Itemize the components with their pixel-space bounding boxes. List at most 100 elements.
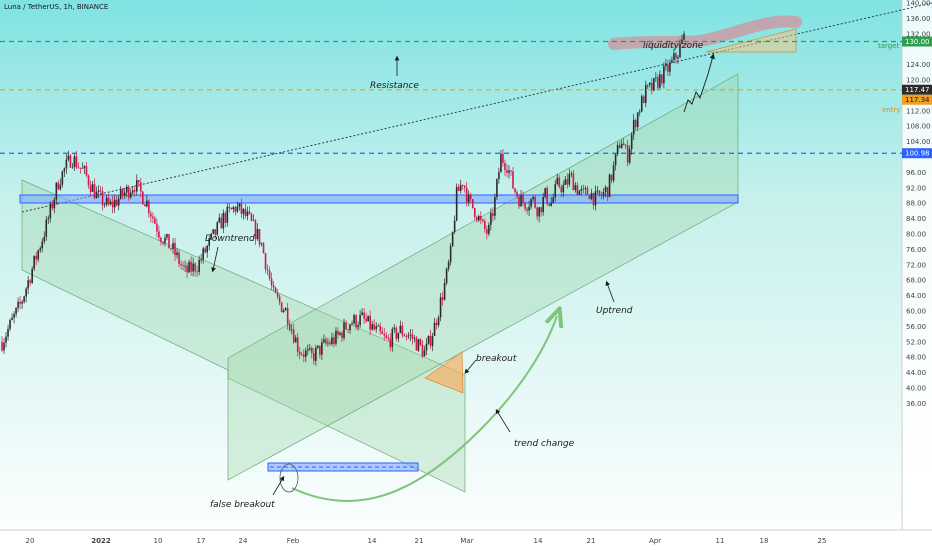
candle-body <box>33 255 35 269</box>
candle-body <box>540 207 542 213</box>
candle-body <box>45 219 48 237</box>
time-tick-label: 25 <box>818 537 827 545</box>
candles-layer <box>1 31 685 366</box>
candle-body <box>480 215 482 220</box>
candle-body <box>393 327 396 329</box>
candle-body <box>409 334 412 336</box>
annotation-false-breakout: false breakout <box>210 500 275 510</box>
candle-body <box>133 190 136 192</box>
candle-body <box>570 173 573 175</box>
candle-body <box>142 191 144 205</box>
price-tick-label: 36.00 <box>906 400 926 408</box>
candle-body <box>475 216 478 221</box>
candle-body <box>506 170 508 173</box>
candle-body <box>369 315 371 330</box>
candle-body <box>355 315 357 328</box>
annotation-uptrend: Uptrend <box>596 306 633 316</box>
false-breakout-arrow <box>272 475 285 496</box>
candle-body <box>477 215 480 221</box>
candle-body <box>188 261 190 273</box>
price-tick-label: 132.00 <box>906 30 931 38</box>
candle-body <box>389 338 392 348</box>
candle-body <box>395 327 398 339</box>
candle-body <box>93 184 96 199</box>
candle-body <box>538 207 540 217</box>
support-badge-label: 100.98 <box>905 150 930 158</box>
candle-body <box>548 203 551 206</box>
candle-body <box>19 301 21 304</box>
candle-body <box>204 248 206 253</box>
target-level-name: target <box>878 42 900 50</box>
time-axis-panel <box>0 530 932 550</box>
candle-body <box>246 211 249 216</box>
candle-body <box>309 348 311 350</box>
candle-body <box>610 174 613 181</box>
candle-body <box>675 53 677 59</box>
candle-body <box>449 245 452 263</box>
candle-body <box>75 156 78 168</box>
candle-body <box>91 184 94 192</box>
candle-body <box>488 224 490 234</box>
candle-body <box>421 344 424 357</box>
candle-body <box>550 202 553 206</box>
candle-body <box>419 339 422 345</box>
candle-body <box>534 197 536 208</box>
candle-body <box>357 325 359 328</box>
candle-body <box>43 236 46 242</box>
candle-body <box>572 173 575 191</box>
candle-body <box>252 220 255 222</box>
candle-body <box>437 317 440 326</box>
candle-body <box>210 233 213 239</box>
candle-body <box>244 208 247 216</box>
candle-body <box>423 350 426 357</box>
candle-body <box>226 206 229 223</box>
annotation-downtrend: Downtrend <box>205 234 255 244</box>
candle-body <box>528 206 530 211</box>
candle-body <box>624 145 627 146</box>
candle-body <box>435 322 438 326</box>
candle-body <box>473 208 476 217</box>
candle-body <box>298 351 301 355</box>
candle-body <box>23 296 25 302</box>
candle-body <box>146 200 148 207</box>
candle-body <box>119 188 122 199</box>
candle-body <box>582 188 585 190</box>
candle-body <box>77 167 80 169</box>
candle-body <box>13 314 15 318</box>
candle-body <box>375 326 377 330</box>
candle-body <box>353 315 355 324</box>
candle-body <box>51 203 54 209</box>
candle-body <box>315 347 317 361</box>
candle-body <box>383 333 386 336</box>
candle-body <box>566 179 569 185</box>
candle-body <box>254 220 257 240</box>
time-tick-label: 20 <box>26 537 35 545</box>
candle-body <box>123 192 126 196</box>
candle-body <box>117 198 120 206</box>
candle-body <box>486 229 488 234</box>
entry-level-name: entry <box>882 106 901 114</box>
candle-body <box>596 190 599 192</box>
candle-body <box>166 234 168 238</box>
candle-body <box>172 242 174 250</box>
candle-body <box>677 57 679 59</box>
candle-body <box>65 159 68 169</box>
price-badges: 130.00 117.47 100.98 117.34 <box>902 36 932 159</box>
candle-body <box>190 261 192 272</box>
candle-body <box>359 314 361 326</box>
candle-body <box>256 229 259 240</box>
candle-body <box>79 167 82 169</box>
candle-body <box>323 339 325 343</box>
candle-body <box>7 328 9 337</box>
target-badge <box>902 36 932 47</box>
candle-body <box>620 143 623 149</box>
candle-body <box>661 74 663 84</box>
candle-body <box>115 199 118 206</box>
candle-body <box>371 324 373 330</box>
time-tick-label: Mar <box>460 537 473 545</box>
candle-body <box>25 288 27 297</box>
price-tick-label: 136.00 <box>906 15 931 23</box>
candle-body <box>71 166 74 168</box>
candle-body <box>341 332 343 339</box>
